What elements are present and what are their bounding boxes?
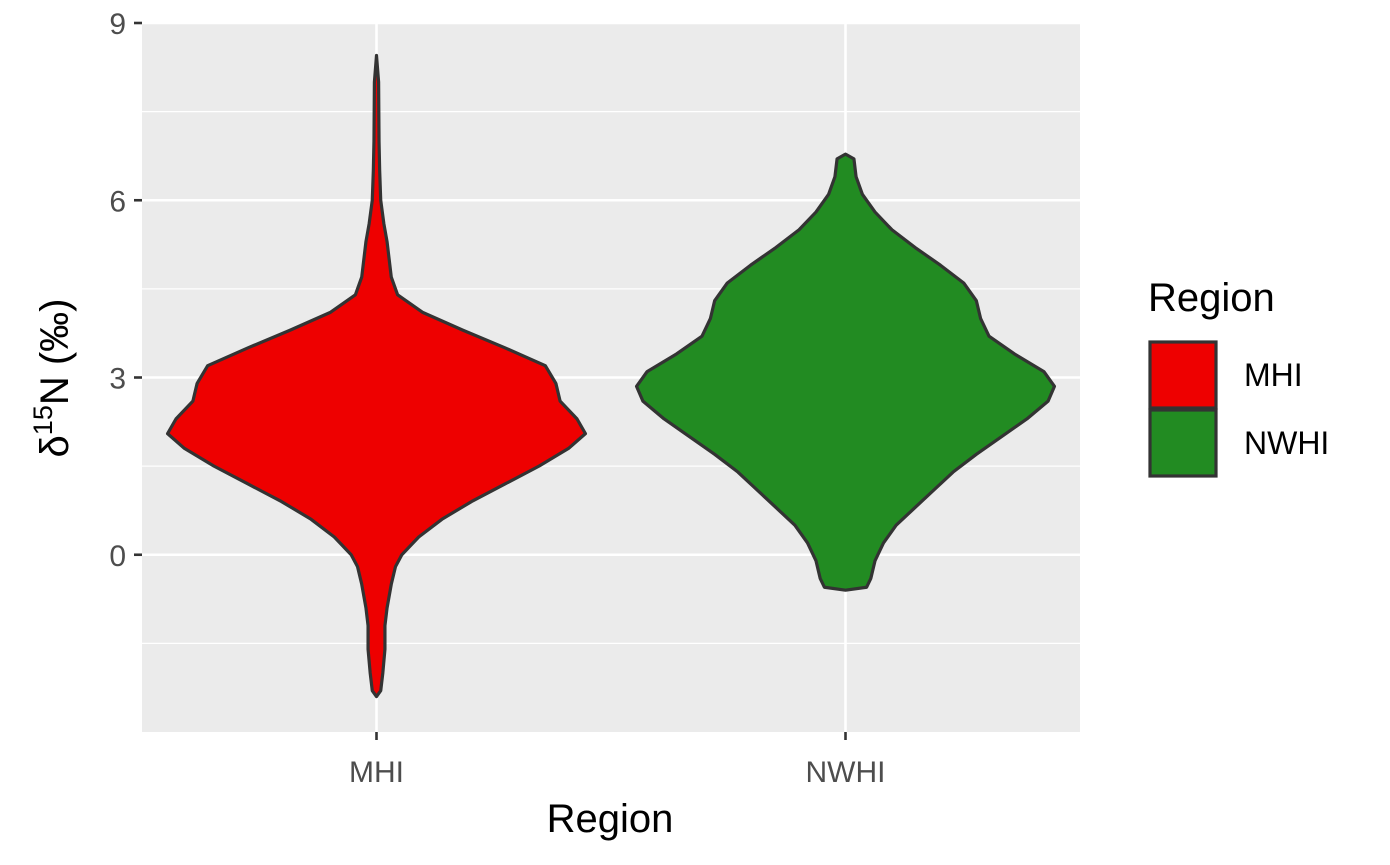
legend-key-mhi	[1148, 340, 1218, 410]
x-tick-label: NWHI	[806, 756, 886, 789]
y-axis-title-rest: N (‰)	[33, 299, 77, 406]
legend-key-nwhi	[1148, 408, 1218, 478]
legend-label-nwhi: NWHI	[1244, 425, 1329, 461]
axes: 0 3 6 9 MHI NWHI	[109, 8, 885, 789]
legend-label-mhi: MHI	[1244, 357, 1303, 393]
y-tick-label: 3	[109, 363, 126, 396]
x-axis-title: Region	[547, 797, 674, 841]
x-tick-label: MHI	[349, 756, 404, 789]
y-tick-label: 9	[109, 8, 126, 41]
y-axis-title: δ15N (‰)	[28, 299, 77, 458]
violins	[165, 53, 1057, 699]
violin-nwhi	[634, 152, 1057, 592]
legend: Region MHI NWHI	[1148, 276, 1329, 478]
legend-title: Region	[1148, 276, 1275, 320]
violin-mhi	[165, 53, 588, 699]
y-axis-title-superscript: 15	[28, 405, 58, 435]
y-tick-label: 0	[109, 540, 126, 573]
y-axis-title-delta: δ	[33, 435, 77, 457]
y-tick-label: 6	[109, 185, 126, 218]
